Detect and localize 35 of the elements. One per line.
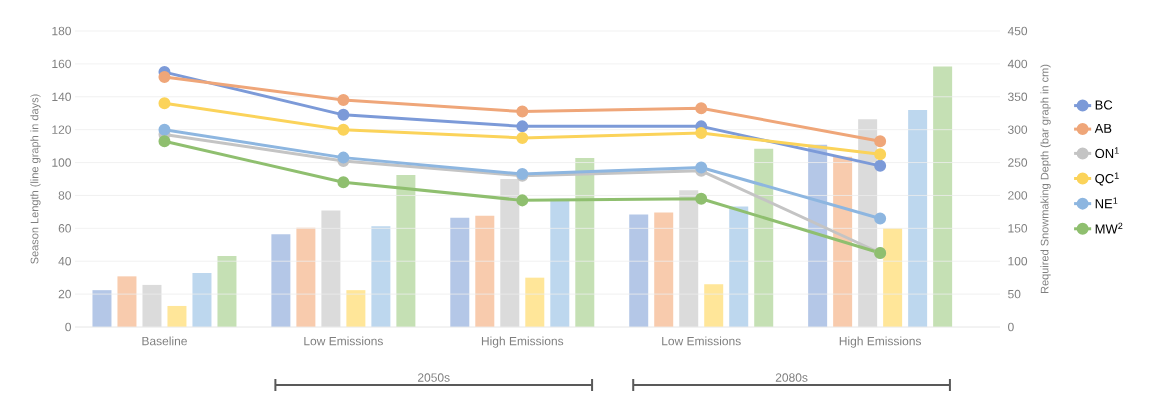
y2-axis-title: Required Snowmaking Depth (bar graph in cm)	[1040, 64, 1051, 294]
y2-tick-label: 200	[1008, 191, 1028, 200]
y2-tick-label: 450	[1007, 26, 1028, 36]
y2-tick-label: 350	[1008, 92, 1028, 102]
y2-tick-label: 300	[1008, 125, 1028, 134]
legend-label: AB	[1094, 123, 1112, 133]
x-tick-label: High Emissions	[481, 336, 564, 348]
legend-label: NE$^{1}$	[1095, 197, 1118, 209]
y-tick-label: 20	[58, 289, 71, 299]
x-tick-label: Low Emissions	[304, 336, 383, 346]
legend-label: MW$^{2}$	[1095, 222, 1123, 234]
y2-tick-label: 0	[1008, 322, 1014, 332]
y2-tick-label: 400	[1007, 59, 1028, 69]
y-tick-label: 80	[58, 191, 71, 200]
y-tick-label: 40	[58, 256, 71, 266]
text: 2080s	[775, 373, 808, 382]
x-tick-label: Low Emissions	[662, 336, 741, 346]
y-tick-label: 60	[58, 224, 71, 233]
legend-label: ON$^{1}$	[1095, 147, 1119, 159]
legend-label: QC$^{1}$	[1095, 172, 1119, 186]
x-tick-label: High Emissions	[839, 336, 922, 348]
y-axis-title: Season Length (line graph in days)	[30, 94, 41, 264]
y-tick-label: 0	[65, 322, 71, 332]
y-tick-label: 180	[52, 26, 71, 36]
y2-tick-label: 150	[1008, 224, 1028, 233]
y2-tick-label: 250	[1008, 158, 1028, 167]
x-tick-label: Baseline	[142, 336, 187, 346]
y2-tick-label: 50	[1008, 289, 1021, 299]
y-tick-label: 160	[52, 59, 71, 69]
text: 2050s	[417, 373, 450, 382]
y-tick-label: 100	[52, 158, 71, 167]
legend-label: BC	[1095, 100, 1113, 110]
y2-tick-label: 100	[1008, 256, 1028, 266]
y-tick-label: 140	[52, 92, 71, 102]
y-tick-label: 120	[52, 125, 71, 134]
